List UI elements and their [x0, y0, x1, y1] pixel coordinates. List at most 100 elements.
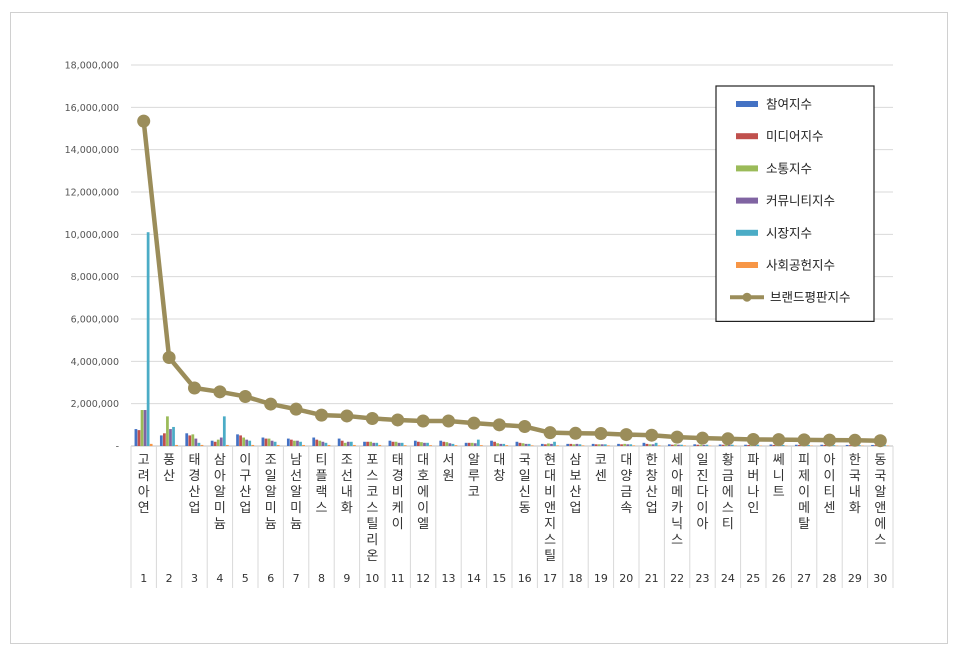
bar	[166, 416, 169, 446]
bar	[747, 444, 750, 446]
gridlines	[131, 64, 893, 447]
bar	[575, 443, 579, 446]
bar	[683, 445, 686, 446]
bar	[197, 442, 201, 446]
bar	[547, 443, 550, 446]
legend-swatch	[736, 262, 758, 268]
bar	[845, 444, 849, 446]
rank-label: 6	[267, 572, 274, 585]
bar	[140, 410, 144, 446]
rank-label: 20	[619, 572, 633, 585]
bar	[185, 433, 189, 446]
legend-box	[715, 85, 875, 322]
bar	[429, 445, 432, 446]
bar	[222, 416, 226, 446]
bar	[194, 438, 198, 446]
bar	[236, 434, 239, 446]
y-tick-label: 2,000,000	[71, 399, 119, 410]
bar	[172, 426, 175, 446]
bar	[417, 441, 420, 446]
bar	[578, 444, 582, 446]
brand-line-point	[416, 414, 430, 428]
rank-label: 18	[569, 572, 583, 585]
bar	[388, 440, 392, 446]
bar	[772, 444, 776, 446]
brand-line-point	[645, 428, 659, 442]
rank-label: 4	[216, 572, 223, 585]
bar	[439, 440, 443, 446]
bar	[476, 439, 480, 446]
bar	[620, 444, 623, 446]
bar	[671, 444, 674, 446]
bar	[324, 442, 328, 446]
bar	[337, 438, 341, 446]
y-tick-label: 10,000,000	[65, 230, 119, 241]
bar	[724, 444, 728, 446]
bar	[623, 443, 626, 446]
brand-line-point	[492, 418, 506, 432]
bar	[693, 444, 697, 446]
bar	[200, 444, 204, 446]
bar	[276, 444, 280, 446]
bar	[606, 445, 610, 446]
legend-swatch	[736, 165, 758, 172]
y-tick-label: -	[116, 442, 119, 453]
x-axis: 고 려 아 연 1 풍 산 2 태 경 산 업 3 삼 아 알 미 늄 4 이 구 산 업 5 조 일 알 미 늄 6 남 선 알 미 늄 7 티 플 랙 스…	[130, 446, 894, 588]
bar	[696, 444, 700, 446]
brand-line	[137, 114, 887, 448]
bar	[366, 441, 369, 446]
bar	[680, 444, 683, 446]
rank-label: 25	[746, 572, 760, 585]
brand-line-point	[594, 427, 608, 441]
brand-line-point	[391, 413, 405, 427]
bar	[524, 443, 528, 446]
bar	[149, 443, 153, 446]
chart-svg: - 2,000,000 4,000,000 6,000,000 8,000,000 10,…	[65, 61, 894, 588]
bar	[594, 444, 598, 446]
bar	[674, 444, 677, 446]
bar	[163, 433, 166, 446]
bar	[137, 430, 141, 446]
y-tick-label: 8,000,000	[71, 272, 119, 283]
bar	[394, 441, 398, 446]
bar	[146, 232, 150, 446]
bar	[505, 445, 509, 446]
brand-line-point	[238, 389, 252, 403]
y-tick-label: 16,000,000	[65, 103, 119, 114]
rank-label: 19	[594, 572, 608, 585]
bar	[832, 445, 836, 446]
bar	[423, 442, 426, 446]
brand-line-point	[619, 428, 633, 442]
bar	[143, 410, 147, 446]
bar	[369, 441, 372, 446]
rank-label: 11	[391, 572, 405, 585]
bar	[490, 440, 493, 446]
bar	[420, 442, 423, 446]
brand-line-point	[264, 397, 278, 411]
bar	[273, 441, 277, 446]
bar	[296, 440, 299, 446]
bar	[375, 442, 379, 446]
bar	[216, 439, 220, 446]
rank-label: 28	[823, 572, 837, 585]
bar	[134, 429, 138, 446]
bar	[159, 435, 163, 446]
bar	[798, 444, 801, 446]
bar	[530, 445, 534, 446]
bar	[626, 444, 630, 446]
bar	[591, 443, 595, 446]
y-axis: - 2,000,000 4,000,000 6,000,000 8,000,000 10,…	[65, 61, 119, 453]
y-tick-label: 14,000,000	[65, 145, 119, 156]
bar	[403, 445, 407, 446]
bar	[451, 443, 455, 446]
bar	[603, 444, 607, 446]
